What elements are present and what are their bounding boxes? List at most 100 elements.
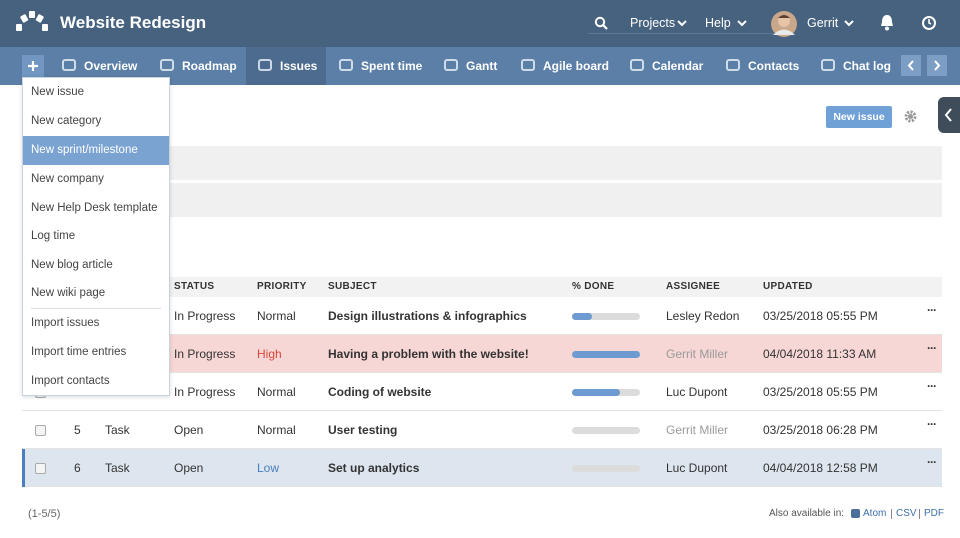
column-header[interactable]: PRIORITY (257, 281, 307, 292)
issue-subject[interactable]: Having a problem with the website! (328, 347, 529, 361)
nav-tab[interactable]: Gantt (466, 59, 498, 73)
nav-tab[interactable]: Calendar (652, 59, 704, 73)
nav-next[interactable] (927, 55, 947, 76)
clock-icon[interactable] (921, 15, 937, 31)
nav-icon (339, 59, 353, 71)
row-actions[interactable]: ··· (927, 379, 937, 393)
table-row (22, 335, 942, 373)
issue-id[interactable]: 6 (74, 461, 81, 475)
row-checkbox[interactable] (35, 463, 46, 474)
user-name[interactable]: Gerrit (807, 16, 839, 30)
column-header[interactable]: UPDATED (763, 281, 813, 292)
progress-bar (572, 313, 593, 320)
nav-tab[interactable]: Agile board (543, 59, 610, 73)
nav-arrows (907, 60, 941, 71)
issue-status: Open (174, 461, 204, 475)
plus-icon (28, 61, 38, 71)
issue-status: Open (174, 423, 204, 437)
menu-item[interactable]: Log time (31, 230, 76, 242)
issue-id[interactable]: 5 (74, 423, 81, 437)
nav-tab[interactable]: Spent time (361, 59, 423, 73)
nav-icon (821, 59, 835, 71)
issue-tracker: Task (105, 461, 130, 475)
chevrons (677, 20, 854, 27)
column-header[interactable]: ASSIGNEE (666, 281, 721, 292)
nav-tab[interactable]: Overview (84, 59, 138, 73)
issue-subject[interactable]: Coding of website (328, 385, 432, 399)
row-actions[interactable]: ··· (927, 417, 937, 431)
progress-bar (572, 351, 640, 358)
issue-priority: Normal (257, 423, 296, 437)
issue-subject[interactable]: Design illustrations & infographics (328, 309, 527, 323)
column-header[interactable]: % DONE (572, 281, 615, 292)
settings-icon[interactable] (903, 109, 918, 124)
issue-assignee[interactable]: Lesley Redon (666, 309, 740, 323)
issue-updated: 03/25/2018 05:55 PM (763, 309, 878, 323)
issue-priority: Low (257, 461, 280, 475)
issue-subject[interactable]: User testing (328, 423, 398, 437)
rss-icon (851, 509, 860, 518)
menu-help[interactable]: Help (705, 16, 731, 30)
nav-tab[interactable]: Roadmap (182, 59, 237, 73)
progress-track (572, 427, 640, 434)
header-bar (0, 0, 960, 47)
options-band (168, 183, 942, 217)
export-sep (891, 509, 892, 519)
menu-item[interactable]: Import time entries (31, 346, 127, 358)
search-icon[interactable] (594, 16, 608, 30)
issue-updated: 03/25/2018 05:55 PM (763, 385, 878, 399)
nav-icon (726, 59, 740, 71)
row-checkbox[interactable] (35, 425, 46, 436)
menu-item[interactable]: New company (31, 173, 104, 185)
export-link[interactable]: PDF (924, 508, 944, 519)
menu-item[interactable]: Import contacts (31, 375, 110, 387)
nav-tab[interactable]: Chat log (843, 59, 891, 73)
progress-track (572, 313, 640, 320)
table-row (22, 411, 942, 449)
nav-icon (62, 59, 76, 71)
nav-icon (444, 59, 458, 71)
column-header[interactable]: SUBJECT (328, 281, 377, 292)
nav-icon (160, 59, 174, 71)
issue-assignee[interactable]: Luc Dupont (666, 385, 728, 399)
issue-priority: Normal (257, 385, 296, 399)
menu-separator (31, 308, 161, 309)
new-issue-button[interactable]: New issue (826, 106, 892, 128)
issue-subject[interactable]: Set up analytics (328, 461, 420, 475)
menu-item[interactable]: New Help Desk template (31, 202, 158, 214)
logo (16, 11, 48, 31)
nav-tab[interactable]: Contacts (748, 59, 800, 73)
project-title[interactable]: Website Redesign (60, 13, 207, 32)
bell-icon[interactable] (879, 14, 895, 32)
nav-icon (521, 59, 535, 71)
table-header (22, 277, 942, 297)
issue-assignee[interactable]: Gerrit Miller (666, 423, 728, 437)
menu-item[interactable]: New wiki page (31, 287, 106, 299)
export-link[interactable]: CSV (896, 508, 917, 519)
column-header[interactable]: STATUS (174, 281, 215, 292)
menu-projects[interactable]: Projects (630, 16, 676, 30)
export-sep (919, 509, 920, 519)
menu-item[interactable]: New issue (31, 86, 85, 98)
avatar[interactable] (770, 10, 798, 38)
progress-bar (572, 389, 620, 396)
row-actions[interactable]: ··· (927, 455, 937, 469)
new-menu: New issue New category New sprint/mileston… (22, 77, 170, 396)
nav-prev[interactable] (901, 55, 921, 76)
issue-status: In Progress (174, 309, 236, 323)
menu-item[interactable]: New category (31, 115, 102, 127)
table-row (22, 297, 942, 335)
row-actions[interactable]: ··· (927, 341, 937, 355)
table-row (22, 373, 942, 411)
row-actions[interactable]: ··· (927, 303, 937, 317)
menu-item[interactable]: Import issues (31, 317, 100, 329)
export-link[interactable]: Atom (863, 508, 887, 519)
nav-icon (258, 59, 272, 71)
issue-assignee[interactable]: Gerrit Miller (666, 347, 728, 361)
issue-assignee[interactable]: Luc Dupont (666, 461, 728, 475)
sidebar-toggle[interactable] (938, 97, 960, 133)
issue-priority: Normal (257, 309, 296, 323)
nav-tab[interactable]: Issues (280, 59, 318, 73)
menu-item[interactable]: New sprint/milestone (23, 136, 169, 165)
menu-item[interactable]: New blog article (31, 259, 113, 271)
